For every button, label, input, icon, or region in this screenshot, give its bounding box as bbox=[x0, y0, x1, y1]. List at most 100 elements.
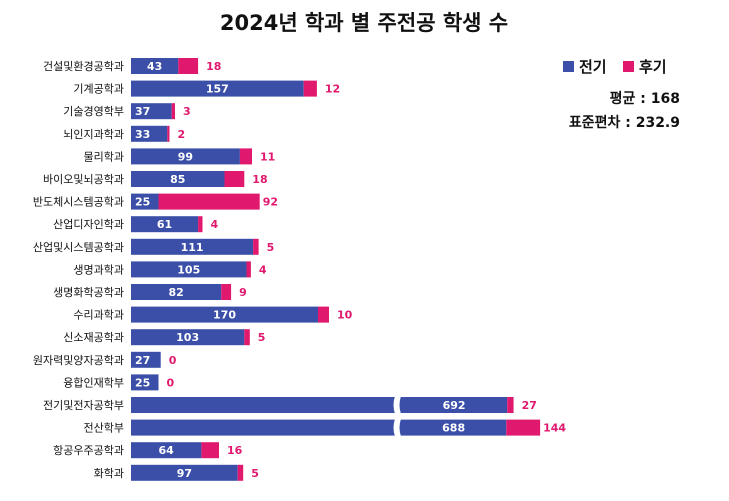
legend-label-late: 후기 bbox=[639, 58, 667, 76]
data-label-late: 0 bbox=[167, 376, 175, 389]
bar-early bbox=[131, 351, 161, 368]
bar-late bbox=[239, 148, 252, 165]
category-label: 반도체시스템공학과 bbox=[33, 196, 124, 209]
data-label-late: 18 bbox=[206, 60, 221, 73]
category-label: 생명과학과 bbox=[73, 263, 124, 276]
bar-early bbox=[131, 125, 168, 142]
category-label: 신소재공학과 bbox=[63, 331, 124, 344]
bar-late bbox=[167, 125, 170, 142]
category-label: 기술경영학부 bbox=[63, 105, 124, 118]
data-label-early: 43 bbox=[147, 60, 162, 73]
data-label-early: 27 bbox=[135, 354, 150, 367]
category-label: 기계공학과 bbox=[73, 83, 124, 96]
data-label-late: 4 bbox=[259, 263, 267, 276]
bar-early bbox=[131, 103, 172, 120]
data-label-early: 103 bbox=[176, 331, 199, 344]
data-label-early: 25 bbox=[135, 196, 150, 209]
data-label-late: 144 bbox=[543, 422, 566, 435]
bar-late bbox=[201, 442, 219, 459]
chart-title: 2024년 학과 별 주전공 학생 수 bbox=[220, 11, 508, 35]
bar-late bbox=[221, 284, 232, 300]
bar-early bbox=[131, 374, 159, 391]
data-label-late: 5 bbox=[258, 331, 266, 344]
category-label: 화학과 bbox=[94, 467, 124, 480]
category-label: 산업디자인학과 bbox=[53, 218, 124, 231]
legend-label-early: 전기 bbox=[579, 58, 607, 76]
category-label: 수리과학과 bbox=[73, 309, 124, 322]
data-label-early: 692 bbox=[443, 399, 466, 412]
bar-early bbox=[131, 148, 240, 165]
stat-std: 표준편차 : 232.9 bbox=[569, 114, 680, 131]
category-label: 바이오및뇌공학과 bbox=[43, 173, 124, 186]
data-label-late: 16 bbox=[227, 444, 243, 457]
bar-late bbox=[237, 464, 244, 481]
data-label-early: 82 bbox=[168, 286, 183, 299]
bar-early bbox=[131, 306, 318, 323]
data-label-early: 170 bbox=[213, 309, 236, 322]
category-label: 생명화학공학과 bbox=[53, 286, 124, 299]
data-label-late: 5 bbox=[267, 241, 275, 254]
data-label-late: 92 bbox=[263, 196, 278, 209]
data-label-early: 25 bbox=[135, 376, 150, 389]
bar-early bbox=[131, 238, 254, 255]
data-label-late: 11 bbox=[260, 150, 275, 163]
stats-box: 평균 : 168 표준편차 : 232.9 bbox=[569, 90, 680, 131]
data-label-early: 61 bbox=[157, 218, 172, 231]
data-label-late: 5 bbox=[251, 467, 259, 480]
data-label-late: 9 bbox=[239, 286, 247, 299]
category-label: 전산학부 bbox=[84, 422, 124, 435]
bar-late bbox=[318, 306, 329, 323]
data-label-early: 688 bbox=[442, 422, 465, 435]
bar-early bbox=[131, 284, 222, 300]
bar-late bbox=[171, 103, 175, 120]
bar-early bbox=[131, 216, 199, 233]
bar-early bbox=[131, 80, 304, 97]
legend-swatch-late bbox=[623, 61, 634, 72]
data-label-late: 3 bbox=[183, 105, 191, 118]
data-label-early: 99 bbox=[178, 150, 193, 163]
legend: 전기 후기 bbox=[563, 58, 667, 76]
category-label: 원자력및양자공학과 bbox=[33, 354, 124, 367]
data-label-early: 85 bbox=[170, 173, 185, 186]
data-label-early: 157 bbox=[206, 83, 229, 96]
bar-late bbox=[303, 80, 317, 97]
bar-early bbox=[131, 193, 159, 210]
bar-early bbox=[131, 397, 508, 413]
bar-late bbox=[244, 329, 250, 346]
axis-break-marker bbox=[393, 418, 401, 437]
bar-late bbox=[246, 261, 251, 278]
bar-early bbox=[131, 464, 238, 481]
data-label-late: 12 bbox=[325, 83, 340, 96]
bar-early bbox=[131, 171, 225, 187]
data-label-late: 10 bbox=[337, 309, 353, 322]
data-label-late: 4 bbox=[211, 218, 219, 231]
category-label: 융합인재학부 bbox=[63, 376, 124, 389]
bars: 건설및환경공학과 43 18 기계공학과 157 12 기술경영학부 37 3 뇌인지과학과 33 2… bbox=[33, 58, 566, 481]
bar-early bbox=[131, 419, 507, 436]
stat-mean: 평균 : 168 bbox=[610, 90, 680, 107]
bar-late bbox=[158, 193, 260, 210]
data-label-early: 64 bbox=[159, 444, 175, 457]
category-label: 건설및환경공학과 bbox=[43, 60, 124, 73]
bar-early bbox=[131, 329, 245, 346]
category-label: 산업및시스템공학과 bbox=[33, 241, 124, 254]
data-label-early: 105 bbox=[177, 263, 200, 276]
data-label-early: 37 bbox=[135, 105, 150, 118]
data-label-early: 97 bbox=[177, 467, 192, 480]
category-label: 물리학과 bbox=[84, 150, 124, 163]
bar-early bbox=[131, 58, 179, 74]
bar-late bbox=[198, 216, 203, 233]
bar-late bbox=[253, 238, 259, 255]
data-label-late: 18 bbox=[252, 173, 267, 186]
data-label-early: 111 bbox=[181, 241, 204, 254]
data-label-late: 27 bbox=[522, 399, 537, 412]
category-label: 전기및전자공학부 bbox=[43, 399, 124, 412]
legend-swatch-early bbox=[563, 61, 574, 72]
bar-early bbox=[131, 261, 247, 278]
axis-break-marker bbox=[393, 396, 401, 414]
data-label-late: 2 bbox=[178, 128, 186, 141]
bar-late bbox=[507, 397, 514, 413]
bar-late bbox=[224, 171, 245, 187]
